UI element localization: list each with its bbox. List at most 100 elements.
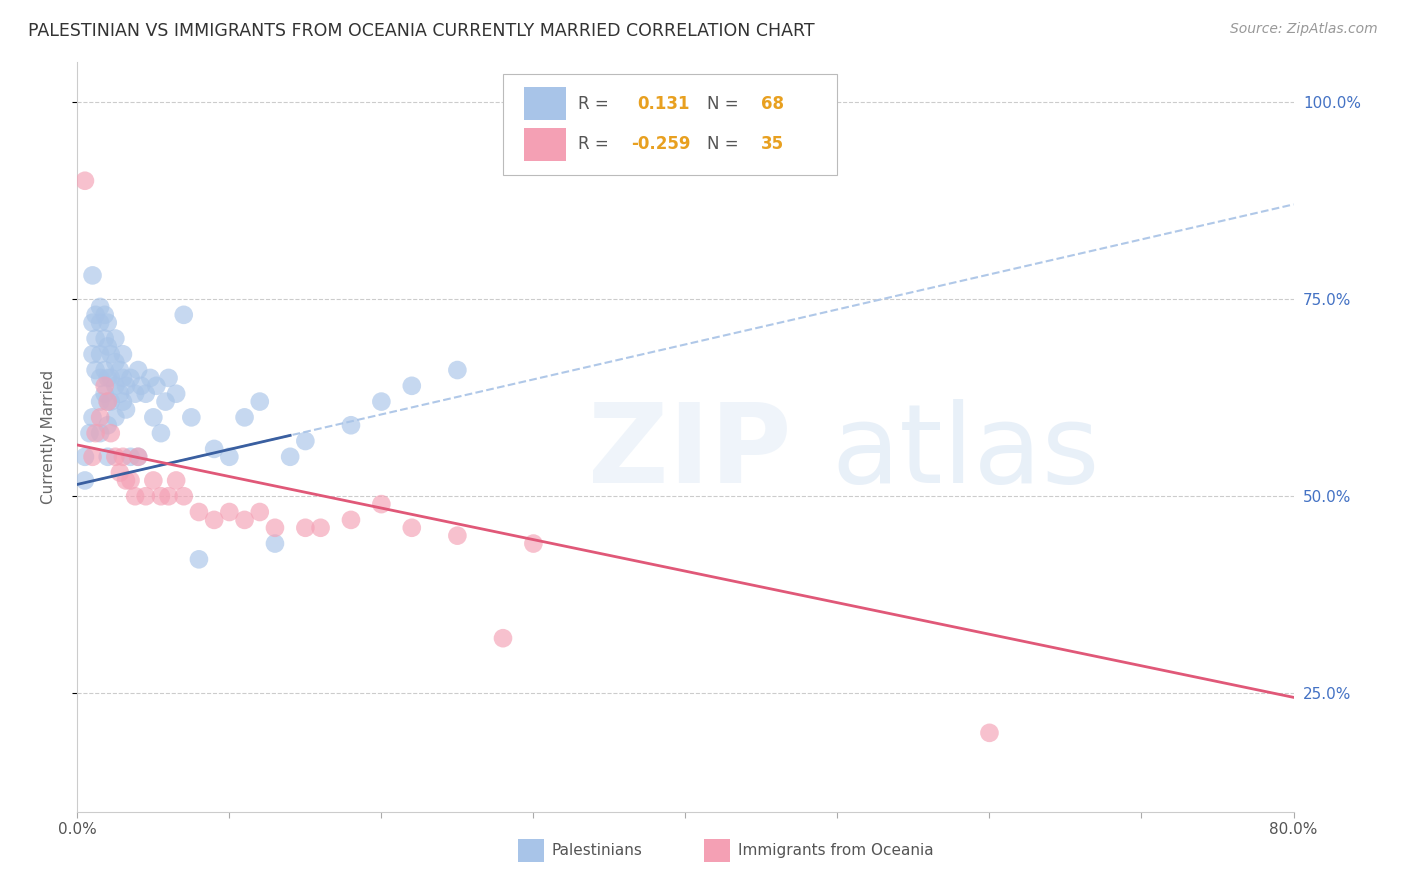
Point xyxy=(120,450,142,464)
Point xyxy=(188,505,211,519)
Point xyxy=(97,371,120,385)
FancyBboxPatch shape xyxy=(703,839,731,862)
Point xyxy=(84,331,107,345)
Point xyxy=(145,379,167,393)
Point xyxy=(157,489,180,503)
Point xyxy=(264,521,287,535)
Point xyxy=(340,418,363,433)
Point xyxy=(97,316,120,330)
Point xyxy=(97,339,120,353)
Point xyxy=(93,386,115,401)
Text: atlas: atlas xyxy=(831,399,1099,506)
Point xyxy=(100,347,122,361)
Point xyxy=(149,426,172,441)
Point xyxy=(108,466,131,480)
Point xyxy=(93,331,115,345)
Point xyxy=(97,418,120,433)
Point xyxy=(127,363,149,377)
Point xyxy=(202,513,225,527)
Point xyxy=(82,410,104,425)
Point xyxy=(97,394,120,409)
Point xyxy=(249,394,271,409)
Point xyxy=(111,450,134,464)
Point xyxy=(370,394,392,409)
Text: Source: ZipAtlas.com: Source: ZipAtlas.com xyxy=(1230,22,1378,37)
Point xyxy=(309,521,332,535)
Point xyxy=(79,426,101,441)
Y-axis label: Currently Married: Currently Married xyxy=(42,370,56,504)
Point xyxy=(139,371,162,385)
Text: N =: N = xyxy=(707,95,740,112)
Point xyxy=(111,394,134,409)
Point xyxy=(446,363,468,377)
Point xyxy=(111,347,134,361)
Point xyxy=(73,450,96,464)
Point xyxy=(89,347,111,361)
Point xyxy=(180,410,202,425)
Point xyxy=(294,434,316,448)
Point xyxy=(89,300,111,314)
Point xyxy=(97,450,120,464)
Point xyxy=(157,371,180,385)
Text: Palestinians: Palestinians xyxy=(551,843,643,858)
Point xyxy=(264,536,287,550)
Point xyxy=(202,442,225,456)
Point xyxy=(127,450,149,464)
Point xyxy=(165,474,187,488)
FancyBboxPatch shape xyxy=(523,128,567,161)
Point xyxy=(218,450,240,464)
Point xyxy=(115,402,138,417)
Point xyxy=(401,521,423,535)
Text: ZIP: ZIP xyxy=(588,399,792,506)
Text: PALESTINIAN VS IMMIGRANTS FROM OCEANIA CURRENTLY MARRIED CORRELATION CHART: PALESTINIAN VS IMMIGRANTS FROM OCEANIA C… xyxy=(28,22,814,40)
Point xyxy=(188,552,211,566)
Point xyxy=(100,371,122,385)
Point xyxy=(93,308,115,322)
Point xyxy=(115,379,138,393)
Point xyxy=(278,450,301,464)
Point xyxy=(84,308,107,322)
Point xyxy=(142,410,165,425)
FancyBboxPatch shape xyxy=(517,839,544,862)
Point xyxy=(82,316,104,330)
Point xyxy=(492,631,515,645)
Point xyxy=(84,426,107,441)
Point xyxy=(124,386,146,401)
Point xyxy=(115,474,138,488)
Point xyxy=(127,450,149,464)
FancyBboxPatch shape xyxy=(523,87,567,120)
Point xyxy=(82,268,104,283)
Point xyxy=(401,379,423,393)
Point xyxy=(104,331,127,345)
Point xyxy=(135,489,157,503)
Point xyxy=(100,426,122,441)
Point xyxy=(446,529,468,543)
Point xyxy=(979,726,1001,740)
Point xyxy=(142,474,165,488)
Point xyxy=(135,386,157,401)
Point xyxy=(111,371,134,385)
Point xyxy=(93,363,115,377)
Point xyxy=(129,379,152,393)
Point xyxy=(173,308,195,322)
Text: N =: N = xyxy=(707,135,740,153)
Point xyxy=(104,410,127,425)
Text: -0.259: -0.259 xyxy=(631,135,690,153)
Point xyxy=(73,474,96,488)
Text: Immigrants from Oceania: Immigrants from Oceania xyxy=(738,843,934,858)
Text: 35: 35 xyxy=(761,135,785,153)
Point xyxy=(89,426,111,441)
Point xyxy=(233,513,256,527)
Point xyxy=(82,450,104,464)
Point xyxy=(104,355,127,369)
Point xyxy=(108,363,131,377)
Point xyxy=(89,394,111,409)
Point xyxy=(73,174,96,188)
Point xyxy=(173,489,195,503)
Point xyxy=(82,347,104,361)
Point xyxy=(294,521,316,535)
Text: 0.131: 0.131 xyxy=(637,95,689,112)
Point xyxy=(108,386,131,401)
Point xyxy=(89,316,111,330)
Point xyxy=(218,505,240,519)
